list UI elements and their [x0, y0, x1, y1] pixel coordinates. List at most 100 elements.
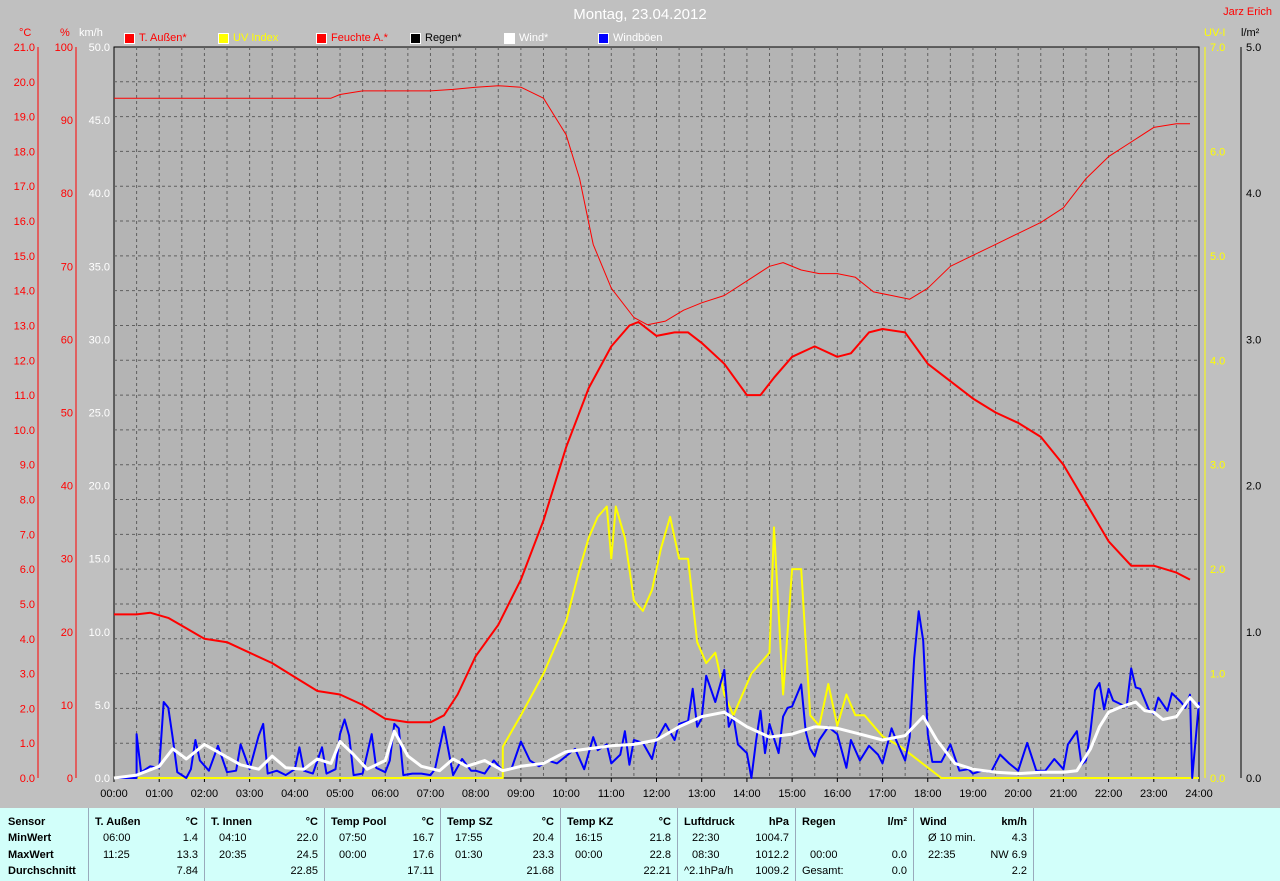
stats-min-value: 1.4	[182, 832, 198, 844]
temp-axis-tick-label: 11.0	[14, 390, 35, 402]
uv-axis-tick-label: 2.0	[1210, 564, 1225, 576]
stats-max-time: 00:00	[575, 849, 603, 861]
wind-unit-label: km/h	[79, 27, 103, 39]
stats-unit: hPa	[768, 816, 789, 828]
temp-axis-tick-label: 21.0	[14, 42, 35, 54]
stats-max-value: 0.0	[891, 849, 907, 861]
stats-unit: °C	[421, 816, 434, 828]
rain-unit-label: l/m²	[1241, 27, 1260, 39]
temp-axis-tick-label: 7.0	[20, 529, 35, 541]
humidity-axis-tick-label: 70	[61, 261, 73, 273]
stats-max-value: 13.3	[176, 849, 198, 861]
humidity-axis-tick-label: 50	[61, 408, 73, 420]
x-tick-label: 03:00	[236, 788, 264, 800]
series-line-windb-en	[114, 610, 1200, 779]
stats-min-value: 22.0	[296, 832, 318, 844]
weather-chart: 00:00 01:00 02:00 03:00 04:00 05:00 06:00 07:00…	[14, 42, 1262, 800]
legend-label: Windböen	[613, 32, 663, 44]
x-tick-label: 08:00	[462, 788, 490, 800]
wind-axis: 0.0 5.0 10.0 15.0 20.0 25.0 30.0 35.0 40.0 45.0 50…	[89, 42, 110, 785]
x-axis: 00:00 01:00 02:00 03:00 04:00 05:00 06:00 07:00…	[100, 778, 1213, 800]
wind-axis-tick-label: 45.0	[89, 115, 110, 127]
stats-column: Temp Pool °C 07:50 16.7 00:00 17.6 17.11	[325, 808, 441, 881]
stats-max-time: 11:25	[103, 849, 130, 861]
stats-avg-value: 21.68	[526, 865, 554, 877]
rain-axis-tick-label: 2.0	[1246, 481, 1261, 493]
legend-label: UV Index	[233, 32, 279, 44]
stats-max-value: 1012.2	[755, 849, 789, 861]
x-tick-label: 14:00	[733, 788, 761, 800]
stats-min-time: 17:55	[455, 832, 483, 844]
legend-label: Feuchte A.*	[331, 32, 388, 44]
legend-swatch	[218, 32, 229, 44]
legend-item: Regen*	[410, 31, 462, 45]
temp-unit-label: °C	[19, 27, 32, 39]
stats-max-time: 20:35	[219, 849, 247, 861]
x-tick-label: 11:00	[598, 788, 625, 800]
stats-min-value: 4.3	[1011, 832, 1027, 844]
stats-column: Wind km/h Ø 10 min. 4.3 22:35 NW 6.9 2.2	[914, 808, 1034, 881]
stats-min-time: 06:00	[103, 832, 131, 844]
stats-max-value: 24.5	[296, 849, 318, 861]
x-tick-label: 18:00	[914, 788, 942, 800]
stats-avg-time: ^2.1hPa/h	[684, 865, 734, 877]
stats-min-time: 22:30	[692, 832, 720, 844]
stats-column: T. Außen °C 06:00 1.4 11:25 13.3 7.84	[89, 808, 205, 881]
wind-axis-tick-label: 50.0	[89, 42, 110, 54]
temp-axis-tick-label: 18.0	[14, 146, 35, 158]
uv-axis-tick-label: 5.0	[1210, 251, 1225, 263]
wind-axis-tick-label: 15.0	[89, 554, 110, 566]
stats-unit: °C	[541, 816, 554, 828]
legend-swatch	[504, 32, 515, 44]
rain-axis-tick-label: 4.0	[1246, 188, 1261, 200]
series-line-feuchte-a	[114, 85, 1190, 326]
stats-min-time: 07:50	[339, 832, 367, 844]
stats-max-time: 01:30	[455, 849, 483, 861]
x-tick-label: 07:00	[417, 788, 445, 800]
wind-axis-tick-label: 10.0	[89, 627, 110, 639]
x-tick-label: 04:00	[281, 788, 309, 800]
humidity-axis-tick-label: 10	[61, 700, 73, 712]
legend-swatch	[316, 32, 327, 44]
temp-axis-tick-label: 13.0	[14, 320, 35, 332]
stats-avg-value: 1009.2	[755, 865, 789, 877]
stats-min-time: 16:15	[575, 832, 603, 844]
stats-max-value: 22.8	[649, 849, 671, 861]
legend-item: Wind*	[504, 31, 548, 45]
stats-min-value: 16.7	[412, 832, 434, 844]
rain-axis: 0.0 1.0 2.0 3.0 4.0 5.0	[1246, 42, 1261, 785]
stats-max-value: 17.6	[412, 849, 434, 861]
x-tick-label: 09:00	[507, 788, 535, 800]
wind-axis-tick-label: 30.0	[89, 334, 110, 346]
stats-avg-value: 2.2	[1011, 865, 1027, 877]
humidity-unit-label: %	[60, 27, 70, 39]
rain-axis-tick-label: 3.0	[1246, 334, 1261, 346]
temp-axis-tick-label: 8.0	[20, 495, 35, 507]
x-tick-label: 23:00	[1140, 788, 1168, 800]
stats-sensor-name: Temp KZ	[567, 816, 614, 828]
temp-axis-tick-label: 1.0	[20, 738, 35, 750]
rain-axis-tick-label: 5.0	[1246, 42, 1261, 54]
stats-min-value: 1004.7	[755, 832, 789, 844]
stats-column: T. Innen °C 04:10 22.0 20:35 24.5 22.85	[205, 808, 325, 881]
stats-sensor-name: Wind	[920, 816, 947, 828]
stats-sensor-name: Temp SZ	[447, 816, 493, 828]
stats-avg-value: 22.21	[643, 865, 671, 877]
x-tick-label: 02:00	[191, 788, 219, 800]
uv-axis-tick-label: 4.0	[1210, 355, 1225, 367]
legend-item: T. Außen*	[124, 31, 187, 45]
x-tick-label: 05:00	[326, 788, 354, 800]
stats-unit: °C	[658, 816, 671, 828]
stats-unit: °C	[185, 816, 198, 828]
stats-sensor-name: Luftdruck	[684, 816, 735, 828]
uv-axis-tick-label: 1.0	[1210, 669, 1225, 681]
uv-axis: 0.0 1.0 2.0 3.0 4.0 5.0 6.0 7.0	[1210, 42, 1225, 785]
x-tick-label: 19:00	[959, 788, 987, 800]
legend-item: Feuchte A.*	[316, 31, 388, 45]
temp-axis-tick-label: 16.0	[14, 216, 35, 228]
rain-axis-tick-label: 0.0	[1246, 773, 1261, 785]
x-tick-label: 15:00	[778, 788, 806, 800]
series-line-wind	[113, 696, 1201, 780]
wind-axis-tick-label: 0.0	[95, 773, 110, 785]
humidity-axis-tick-label: 80	[61, 188, 73, 200]
